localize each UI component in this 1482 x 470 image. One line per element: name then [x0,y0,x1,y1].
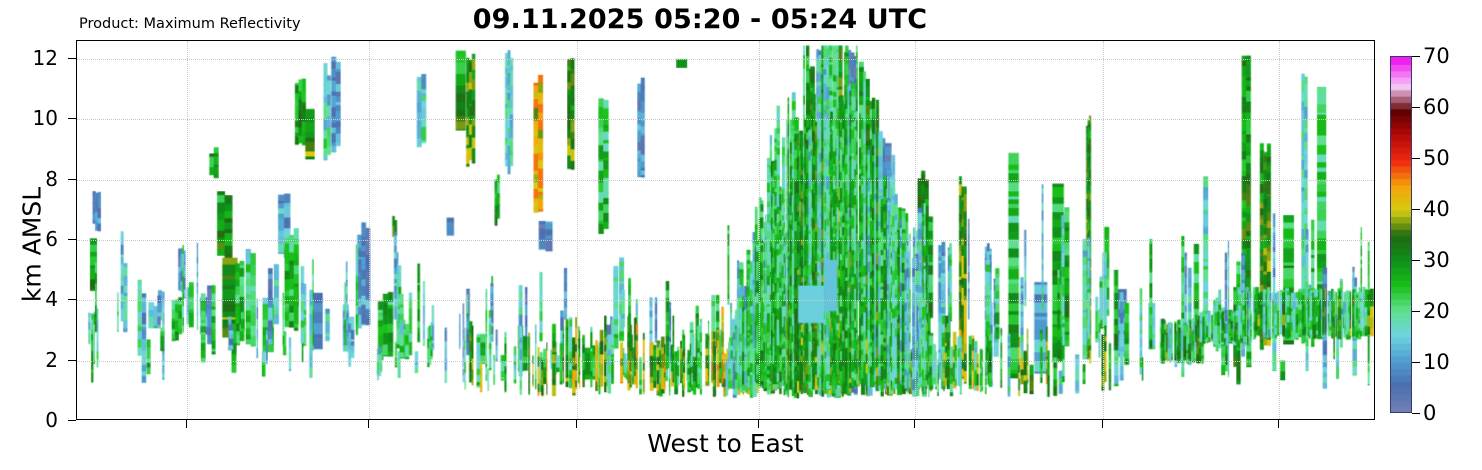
y-axis-tick-mark [68,420,76,421]
colorbar-tick-label: 20 [1423,299,1450,323]
colorbar-tick-mark [1412,107,1420,108]
x-axis-tick-mark [1277,420,1279,428]
plot-area [76,40,1375,420]
y-axis-tick-label: 10 [32,106,58,131]
y-axis-tick-mark [68,58,76,60]
x-axis-tick-mark [1102,420,1104,428]
y-axis-tick-mark [68,299,76,301]
colorbar-tick-label: 60 [1423,95,1450,119]
page-title: 09.11.2025 05:20 - 05:24 UTC [472,4,928,35]
colorbar-tick-label: 50 [1423,146,1450,170]
y-axis-tick-label: 4 [45,287,58,312]
y-axis-tick-label: 8 [45,166,58,191]
colorbar-tick-mark [1412,56,1420,57]
y-axis-tick-label: 12 [32,46,58,71]
x-axis-label: West to East [647,429,804,458]
colorbar-tick-label: 10 [1423,350,1450,374]
colorbar-gradient [1390,56,1412,413]
y-axis-tick-label: 0 [45,408,58,432]
x-axis-tick-mark [186,420,188,428]
colorbar-tick-label: 30 [1423,248,1450,272]
colorbar-tick-mark [1412,260,1420,261]
y-axis-tick-label: 2 [45,347,58,372]
x-axis-tick-mark [368,420,370,428]
y-axis-tick-mark [68,118,76,120]
x-axis-tick-mark [576,420,578,428]
x-axis-tick-mark [913,420,915,428]
colorbar-tick-mark [1412,413,1420,414]
colorbar-tick-label: 40 [1423,197,1450,221]
colorbar-tick-label: 0 [1423,401,1437,425]
product-label: Product: Maximum Reflectivity [79,16,301,32]
reflectivity-heatmap [77,41,1374,419]
y-axis-tick-label: 6 [45,227,58,252]
x-axis-tick-mark [757,420,759,428]
y-axis-tick-mark [68,239,76,241]
y-axis-tick-mark [68,359,76,361]
y-axis-tick-mark [68,178,76,180]
colorbar-tick-mark [1412,362,1420,363]
colorbar-tick-mark [1412,209,1420,210]
colorbar-tick-mark [1412,311,1420,312]
colorbar-tick-label: 70 [1423,44,1450,68]
colorbar-tick-mark [1412,158,1420,159]
